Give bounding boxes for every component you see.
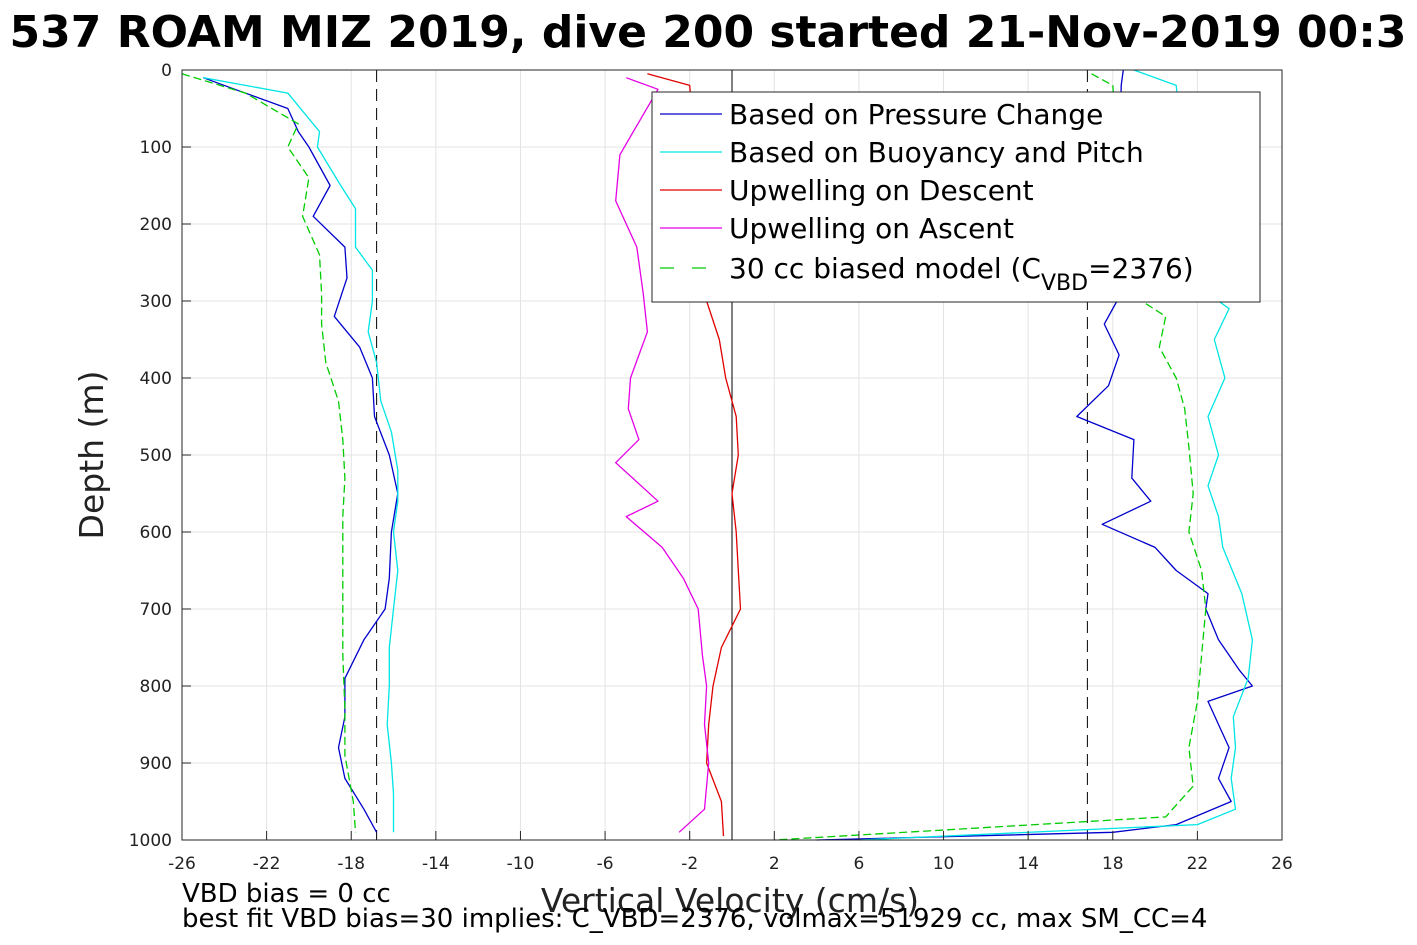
series-pressure_ascent: [816, 69, 1254, 841]
series-buoyancy_ascent: [858, 69, 1254, 841]
y-tick-label: 400: [140, 369, 172, 389]
y-axis-label: Depth (m): [72, 371, 111, 540]
series-upwelling_descent: [647, 73, 742, 837]
x-tick-label: -6: [597, 854, 614, 874]
legend-label-upwelling-descent: Upwelling on Descent: [729, 174, 1034, 207]
x-ticks: -26 -22 -18 -14 -10 -6 -2 2 6 10 14 18 22 26: [168, 831, 1293, 874]
y-tick-label: 600: [140, 523, 172, 543]
series-model_descent: [181, 73, 357, 833]
y-tick-label: 700: [140, 600, 172, 620]
y-ticks: 0 100 200 300 400 500 600 700 800 900 1000: [129, 61, 191, 851]
legend-label-buoyancy: Based on Buoyancy and Pitch: [729, 136, 1144, 169]
series-upwelling_ascent: [615, 77, 710, 833]
y-tick-label: 800: [140, 677, 172, 697]
x-tick-label: 2: [769, 854, 780, 874]
x-tick-label: 6: [854, 854, 865, 874]
x-tick-label: -26: [168, 854, 196, 874]
x-tick-label: 22: [1187, 854, 1209, 874]
chart-title: 537 ROAM MIZ 2019, dive 200 started 21-N…: [10, 7, 1407, 58]
series-buoyancy_descent: [203, 77, 399, 833]
footer-line-2: best fit VBD bias=30 implies: C_VBD=2376…: [182, 904, 1207, 934]
y-tick-label: 300: [140, 292, 172, 312]
legend-label-pressure: Based on Pressure Change: [729, 98, 1103, 131]
y-tick-label: 900: [140, 754, 172, 774]
legend-label-model: 30 cc biased model (CVBD=2376): [729, 252, 1194, 296]
x-tick-label: -18: [337, 854, 365, 874]
legend-label-upwelling-ascent: Upwelling on Ascent: [729, 212, 1014, 245]
legend-box: [651, 91, 1261, 303]
y-tick-label: 500: [140, 446, 172, 466]
x-tick-label: 18: [1102, 854, 1124, 874]
y-tick-label: 0: [161, 61, 172, 81]
x-tick-label: -22: [253, 854, 281, 874]
x-axis-label: Vertical Velocity (cm/s): [541, 881, 919, 920]
x-tick-label: -14: [422, 854, 450, 874]
series-model_ascent: [774, 73, 1207, 841]
legend: Based on Pressure Change Based on Buoyan…: [651, 91, 1261, 303]
x-tick-label: 26: [1271, 854, 1293, 874]
y-tick-label: 1000: [129, 831, 172, 851]
y-tick-label: 100: [140, 138, 172, 158]
x-tick-label: 14: [1017, 854, 1039, 874]
x-tick-label: 10: [933, 854, 955, 874]
y-tick-label: 200: [140, 215, 172, 235]
x-tick-label: -10: [507, 854, 535, 874]
footer-line-1: VBD bias = 0 cc: [182, 879, 391, 909]
series-layer: [181, 69, 1254, 841]
x-tick-label: -2: [681, 854, 698, 874]
